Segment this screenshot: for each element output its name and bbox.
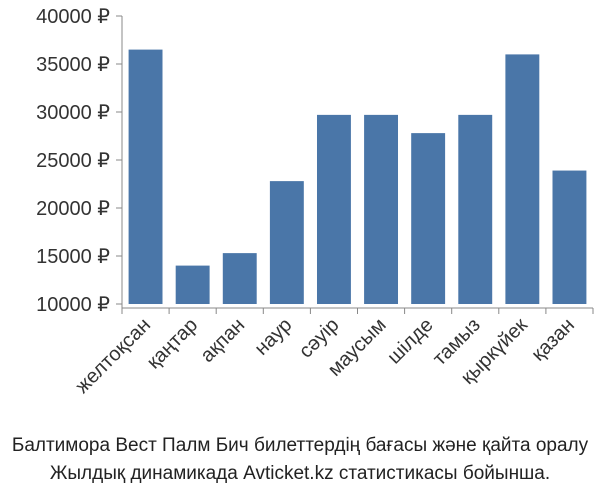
y-tick-label: 20000 ₽ bbox=[36, 198, 110, 220]
y-tick-label: 15000 ₽ bbox=[36, 246, 110, 268]
bar bbox=[269, 181, 304, 304]
y-tick-label: 10000 ₽ bbox=[36, 294, 110, 316]
bar bbox=[316, 114, 351, 304]
bar bbox=[411, 133, 446, 304]
x-tick-label: қаңтар bbox=[143, 314, 202, 373]
y-tick-label: 40000 ₽ bbox=[36, 6, 110, 28]
caption-line-2: Жылдық динамикада Avticket.kz статистика… bbox=[49, 463, 551, 484]
y-tick-label: 35000 ₽ bbox=[36, 54, 110, 76]
bar-chart: 10000 ₽ 15000 ₽ 20000 ₽ 25000 ₽ 30000 ₽ 35000… bbox=[36, 6, 594, 398]
x-tick-label: қазан bbox=[527, 314, 579, 366]
bar bbox=[458, 114, 493, 304]
bar bbox=[364, 114, 399, 304]
x-tick-label: шілде bbox=[383, 314, 437, 368]
y-tick-label: 30000 ₽ bbox=[36, 102, 110, 124]
bar bbox=[222, 253, 257, 304]
y-tick-label: 25000 ₽ bbox=[36, 150, 110, 172]
x-tick-label: наур bbox=[251, 314, 297, 360]
bar bbox=[175, 265, 210, 304]
bar bbox=[128, 49, 163, 304]
x-tick-label: желтоқсан bbox=[71, 314, 155, 398]
chart-caption: Балтимора Вест Палм Бич билеттердің баға… bbox=[0, 432, 600, 488]
bar bbox=[552, 170, 587, 304]
x-tick-label: ақпан bbox=[196, 314, 249, 367]
bar bbox=[505, 54, 540, 305]
caption-line-1: Балтимора Вест Палм Бич билеттердің баға… bbox=[11, 435, 589, 456]
